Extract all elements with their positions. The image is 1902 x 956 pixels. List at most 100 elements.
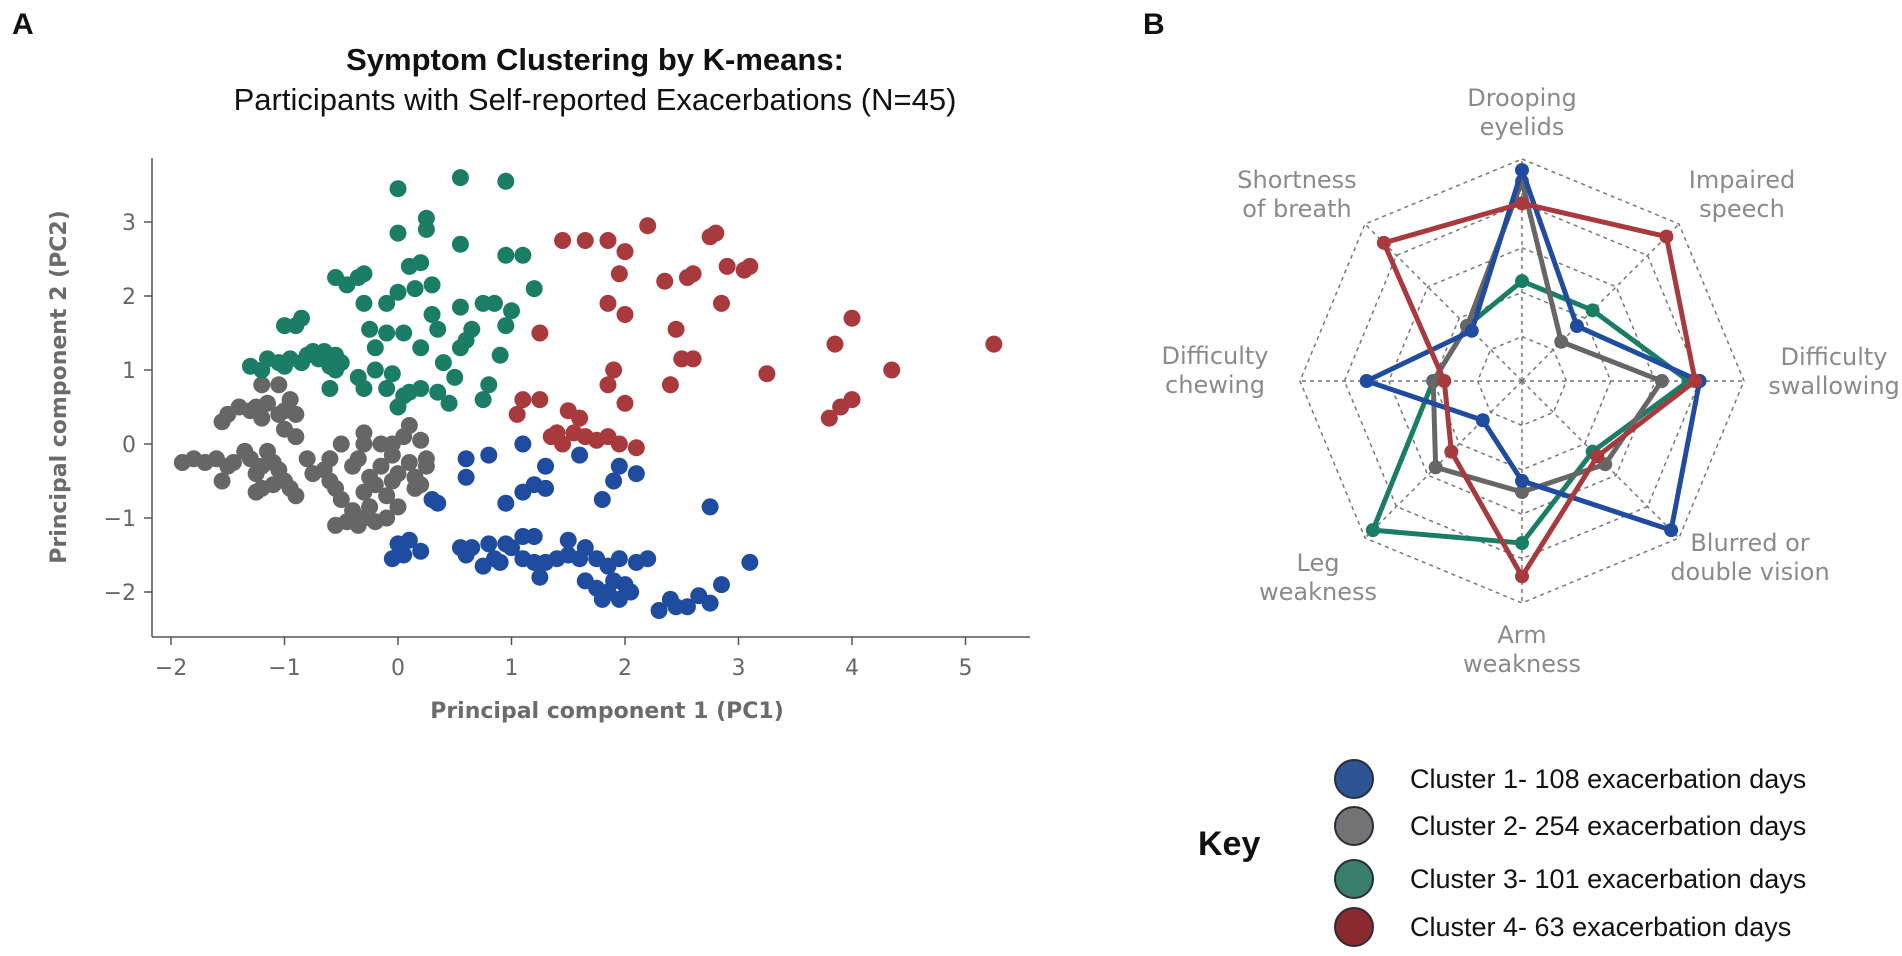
cluster-3-point: [514, 246, 532, 264]
cluster-2-point: [417, 457, 435, 475]
cluster-1-point: [537, 457, 555, 475]
cluster-3-point: [355, 294, 373, 312]
cluster-3-point: [355, 265, 373, 283]
radar-axis-label-line: Blurred or: [1690, 529, 1809, 557]
cluster-3-point: [429, 383, 447, 401]
cluster-3-point: [474, 391, 492, 409]
radar-axis-label: Drooping eyelids: [1467, 84, 1577, 141]
cluster-4-point: [616, 243, 634, 261]
cluster-3-point: [434, 354, 452, 372]
radar-axis-label: Arm weakness: [1463, 621, 1581, 678]
legend-swatch: [1334, 859, 1374, 899]
y-axis-label: Principal component 2 (PC2): [47, 210, 72, 564]
radar-point-cluster-2: [1428, 460, 1443, 475]
cluster-4-point: [843, 391, 861, 409]
legend-label: Cluster 2- 254 exacerbation days: [1410, 810, 1807, 841]
radar-axis-label: Leg weakness: [1259, 549, 1377, 606]
cluster-1-point: [457, 468, 475, 486]
radar-axis-label-line: double vision: [1670, 558, 1829, 586]
cluster-3-point: [389, 283, 407, 301]
cluster-2-point: [406, 468, 424, 486]
panel-a-label: A: [12, 8, 34, 41]
cluster-1-point: [429, 494, 447, 512]
cluster-1-point: [712, 576, 730, 594]
radar-axis-label-line: weakness: [1463, 650, 1581, 678]
radar-axis-label-line: Leg: [1297, 549, 1340, 577]
cluster-1-point: [678, 598, 696, 616]
cluster-1-point: [627, 465, 645, 483]
radar-point-cluster-1: [1464, 323, 1479, 338]
radar-point-cluster-2: [1426, 374, 1441, 388]
radar-point-cluster-1: [1515, 473, 1529, 488]
x-tick-label: 5: [959, 656, 973, 681]
cluster-1-point: [497, 494, 515, 512]
y-tick-label: 3: [122, 211, 136, 236]
radar-axis-label-line: speech: [1699, 195, 1785, 223]
x-tick-label: 2: [618, 656, 632, 681]
cluster-4-point: [531, 391, 549, 409]
cluster-3-point: [389, 224, 407, 242]
legend-swatch: [1334, 907, 1374, 947]
cluster-4-point: [531, 324, 549, 342]
radar-axis-label-line: Arm: [1497, 621, 1546, 649]
radar-point-cluster-4: [1515, 196, 1529, 211]
key-title: Key: [1198, 825, 1261, 863]
cluster-3-point: [412, 380, 430, 397]
radar-grid-ring: [1299, 158, 1745, 604]
cluster-1-point: [400, 531, 418, 549]
cluster-2-point: [400, 417, 418, 434]
cluster-2-point: [321, 450, 339, 468]
radar-point-cluster-1: [1569, 319, 1584, 334]
cluster-2-point: [287, 487, 305, 505]
cluster-3-point: [366, 339, 384, 357]
cluster-4-point: [656, 272, 674, 290]
radar-point-cluster-4: [1515, 569, 1529, 584]
cluster-2-point: [332, 435, 350, 453]
cluster-1-point: [610, 550, 628, 568]
cluster-2-point: [298, 450, 316, 468]
cluster-2-point: [264, 476, 282, 494]
radar-point-cluster-3: [1365, 523, 1380, 538]
cluster-3-point: [406, 280, 424, 298]
y-tick-label: 1: [122, 359, 136, 384]
radar-point-cluster-3: [1515, 536, 1529, 551]
cluster-1-point: [610, 590, 628, 608]
cluster-4-point: [610, 265, 628, 283]
cluster-1-point: [593, 590, 611, 608]
radar-axis-label-line: weakness: [1259, 578, 1377, 606]
cluster-1-point: [593, 491, 611, 508]
cluster-1-point: [514, 483, 532, 501]
cluster-1-point: [457, 546, 475, 564]
cluster-2-point: [361, 498, 379, 516]
cluster-2-point: [344, 457, 362, 475]
radar-point-cluster-2: [1515, 485, 1529, 499]
cluster-3-point: [395, 387, 413, 405]
radar-point-cluster-4: [1376, 235, 1391, 250]
radar-point-cluster-2: [1554, 334, 1569, 349]
cluster-4-point: [514, 391, 532, 409]
radar-axis-label: Blurred or double vision: [1670, 529, 1829, 586]
cluster-4-point: [843, 309, 861, 327]
y-tick-label: −1: [104, 507, 136, 532]
radar-grid-ring: [1432, 291, 1612, 471]
cluster-1-point: [650, 602, 668, 619]
y-tick-label: 0: [122, 433, 136, 458]
cluster-3-point: [378, 324, 396, 342]
radar-axis-label-line: eyelids: [1480, 113, 1565, 141]
legend-swatch: [1334, 759, 1374, 799]
cluster-2-point: [389, 498, 407, 516]
cluster-4-point: [741, 257, 759, 275]
cluster-2-point: [355, 424, 373, 442]
cluster-3-point: [497, 317, 515, 335]
legend-item-cluster-4: Cluster 4- 63 exacerbation days: [1334, 904, 1791, 950]
cluster-3-point: [451, 235, 469, 253]
radar-point-cluster-1: [1664, 523, 1679, 538]
x-tick-label: 4: [845, 656, 859, 681]
cluster-2-point: [281, 391, 299, 409]
radar-point-cluster-4: [1688, 374, 1703, 388]
cluster-1-point: [741, 553, 759, 571]
cluster-3-point: [503, 302, 520, 320]
radar-axis-label: Difficulty swallowing: [1768, 343, 1900, 400]
